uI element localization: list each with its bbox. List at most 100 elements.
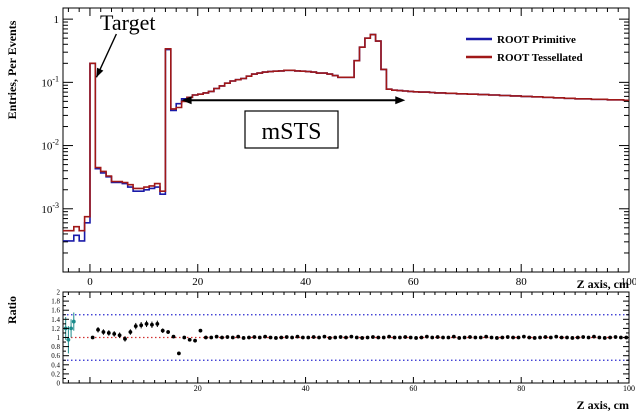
ratio-point	[521, 334, 526, 339]
ratio-x-tick-label: 60	[409, 384, 417, 393]
ratio-point	[484, 334, 489, 339]
ratio-point	[613, 335, 618, 339]
ratio-point	[66, 337, 71, 342]
ratio-point	[371, 335, 375, 339]
main-y-tick-label: 10-3	[41, 201, 59, 216]
ratio-point	[398, 335, 402, 340]
ratio-point	[516, 335, 521, 340]
ratio-point	[150, 322, 154, 327]
ratio-y-tick-label: 0.4	[51, 361, 60, 369]
ratio-point	[322, 334, 327, 339]
ratio-point	[106, 331, 111, 335]
ratio-point	[230, 335, 235, 340]
ratio-point	[193, 338, 197, 343]
ratio-point	[451, 334, 456, 339]
main-y-axis-label: Entries, Per Events	[5, 20, 19, 119]
ratio-point	[532, 336, 537, 340]
main-y-ticks: 10-3 10-2 10-1 1	[41, 14, 629, 273]
legend-label-primitive: ROOT Primitive	[497, 34, 576, 46]
ratio-point	[462, 335, 467, 340]
ratio-y-tick-label: 0.6	[51, 352, 60, 360]
ratio-point	[570, 336, 575, 340]
target-arrowhead	[96, 67, 104, 78]
ratio-point	[101, 330, 106, 334]
ratio-point	[387, 334, 392, 339]
ratio-point	[155, 321, 160, 326]
ratio-point	[176, 351, 181, 356]
ratio-point	[608, 335, 613, 340]
ratio-point	[446, 335, 451, 340]
ratio-point	[435, 335, 440, 339]
ratio-point	[284, 335, 289, 339]
ratio-y-tick-label: 2	[57, 289, 61, 297]
main-x-tick-label: 100	[621, 276, 636, 288]
ratio-y-tick-label: 0	[57, 380, 61, 388]
ratio-point	[419, 335, 424, 340]
ratio-point	[478, 335, 483, 340]
ratio-point	[327, 336, 332, 340]
msts-arrowhead-left	[181, 96, 192, 105]
main-x-axis-label: Z axis, cm	[577, 277, 629, 291]
target-annotation: Target	[95, 10, 155, 78]
series-line-tessellated	[63, 33, 629, 232]
ratio-y-tick-label: 0.2	[51, 370, 60, 378]
ratio-point	[220, 335, 224, 340]
ratio-point	[581, 335, 586, 339]
main-x-tick-label: 0	[87, 276, 93, 288]
main-x-tick-label: 80	[516, 276, 528, 288]
ratio-point	[376, 335, 381, 340]
ratio-x-tick-label: 100	[623, 384, 635, 393]
ratio-point	[360, 336, 365, 340]
ratio-point	[565, 335, 569, 340]
ratio-point	[365, 335, 370, 340]
legend: ROOT Primitive ROOT Tessellated	[466, 34, 583, 64]
ratio-point	[203, 335, 208, 340]
ratio-x-axis-label: Z axis, cm	[577, 398, 629, 412]
ratio-point	[344, 335, 348, 340]
msts-label: mSTS	[261, 119, 321, 145]
ratio-point	[586, 335, 591, 340]
ratio-point	[257, 335, 262, 340]
main-x-ticks: 0 20 40 60 80 100	[67, 8, 636, 288]
ratio-y-ticks: 0 0.20.40.60.811.21.41.61.82	[51, 289, 629, 388]
ratio-point	[69, 326, 73, 331]
ratio-y-tick-label: 1.8	[51, 298, 60, 306]
ratio-point	[112, 331, 117, 336]
ratio-point	[414, 336, 418, 340]
ratio-point	[96, 327, 100, 332]
ratio-y-tick-label: 1.4	[51, 316, 60, 324]
ratio-point	[597, 335, 602, 340]
main-x-tick-label: 20	[192, 276, 204, 288]
ratio-point	[602, 336, 607, 340]
ratio-point	[279, 335, 284, 340]
msts-label-box	[244, 110, 339, 149]
ratio-point	[538, 335, 542, 340]
ratio-point	[306, 335, 311, 340]
ratio-plot-panel: 20 40 60 80 100 00.20.40.60.811.21.41.61.82 …	[5, 289, 635, 413]
msts-arrowhead-right	[395, 96, 406, 105]
ratio-point	[619, 335, 623, 340]
main-y-tick-label: 10-1	[41, 74, 59, 89]
ratio-point	[354, 335, 359, 340]
ratio-x-tick-label: 40	[302, 384, 310, 393]
ratio-point	[500, 335, 505, 340]
main-x-tick-label: 60	[408, 276, 420, 288]
ratio-point	[575, 335, 580, 340]
ratio-point	[268, 335, 273, 340]
ratio-point	[505, 335, 510, 339]
ratio-x-ticks: 20 40 60 80 100	[67, 292, 635, 393]
ratio-point	[198, 328, 203, 333]
ratio-point	[295, 334, 300, 339]
ratio-point	[144, 321, 149, 326]
ratio-point	[489, 335, 494, 340]
ratio-point	[457, 336, 462, 340]
ratio-y-axis-label: Ratio	[5, 296, 19, 324]
ratio-point	[403, 335, 408, 339]
legend-label-tessellated: ROOT Tessellated	[497, 52, 583, 64]
ratio-point	[473, 335, 478, 340]
ratio-point	[408, 335, 413, 340]
ratio-point	[247, 335, 251, 340]
ratio-point	[441, 335, 445, 340]
ratio-point	[592, 334, 596, 339]
ratio-point	[333, 335, 338, 340]
